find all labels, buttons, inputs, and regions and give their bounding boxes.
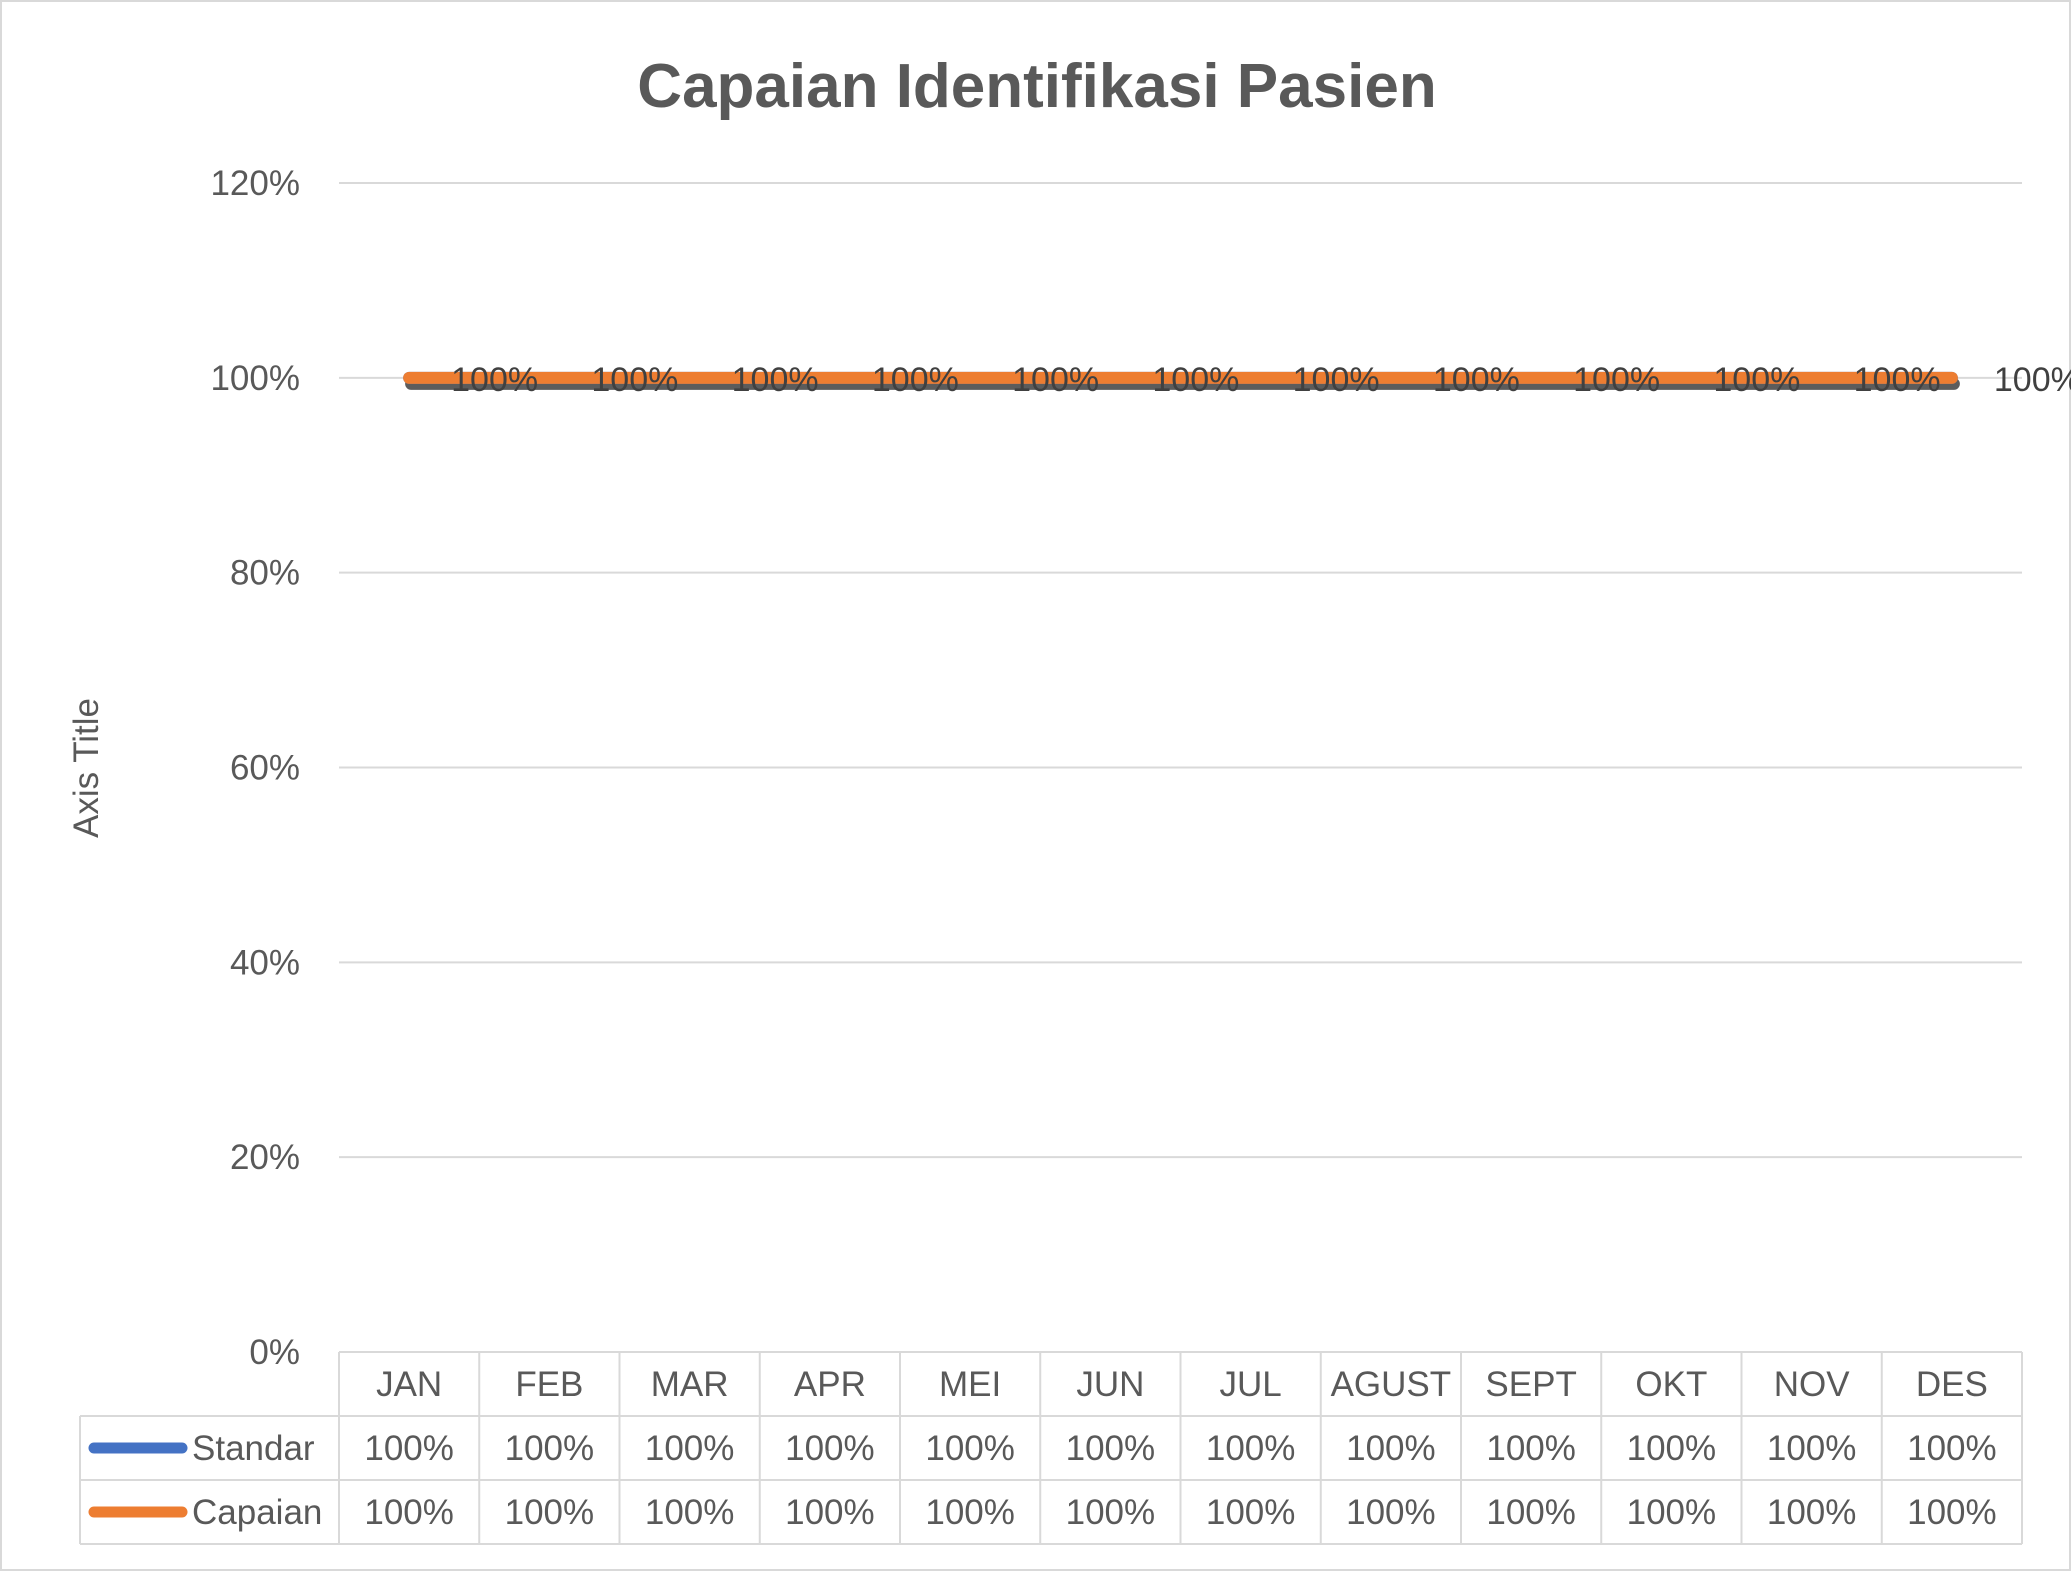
table-cell: 100% <box>925 1429 1015 1468</box>
legend-label-standar: Standar <box>192 1429 315 1468</box>
table-cell: 100% <box>1907 1429 1997 1468</box>
y-tick-label: 80% <box>230 554 300 593</box>
y-tick-label: 60% <box>230 749 300 788</box>
table-cell: 100% <box>364 1429 454 1468</box>
series-lines <box>403 371 1960 390</box>
y-axis-ticks: 0% 20% 40% 60% 80% 100% 120% <box>210 164 300 1372</box>
table-cell: 100% <box>1346 1429 1436 1468</box>
table-cell: 100% <box>785 1429 875 1468</box>
x-category-label: APR <box>794 1365 866 1404</box>
table-cell: 100% <box>1767 1429 1857 1468</box>
data-label: 100% <box>732 361 819 399</box>
y-tick-label: 120% <box>210 164 300 203</box>
gridlines <box>339 182 2022 1159</box>
y-tick-label: 20% <box>230 1138 300 1177</box>
data-label: 100% <box>1152 361 1239 399</box>
data-label: 100% <box>1433 361 1520 399</box>
table-cell: 100% <box>1486 1493 1576 1532</box>
table-cell: 100% <box>1346 1493 1436 1532</box>
x-category-label: SEPT <box>1485 1365 1576 1404</box>
x-category-label: DES <box>1916 1365 1988 1404</box>
table-cell: 100% <box>364 1493 454 1532</box>
y-axis-title: Axis Title <box>67 698 106 838</box>
table-cell: 100% <box>925 1493 1015 1532</box>
data-table: JAN FEB MAR APR MEI JUN JUL AGUST SEPT OKT NOV DES S… <box>79 1351 2023 1545</box>
data-label: 100% <box>1994 361 2071 399</box>
chart-title: Capaian Identifikasi Pasien <box>637 52 1436 121</box>
data-label: 100% <box>451 361 538 399</box>
table-cell: 100% <box>505 1493 595 1532</box>
x-category-label: FEB <box>515 1365 583 1404</box>
x-category-label: JUL <box>1220 1365 1282 1404</box>
data-label: 100% <box>1854 361 1941 399</box>
table-cell: 100% <box>645 1493 735 1532</box>
data-label: 100% <box>872 361 959 399</box>
x-category-label: NOV <box>1774 1365 1851 1404</box>
table-cell: 100% <box>1627 1493 1717 1532</box>
x-category-label: OKT <box>1635 1365 1707 1404</box>
x-category-label: JAN <box>376 1365 442 1404</box>
table-cell: 100% <box>1767 1493 1857 1532</box>
table-cell: 100% <box>1206 1493 1296 1532</box>
y-tick-label: 0% <box>249 1333 300 1372</box>
table-cell: 100% <box>1486 1429 1576 1468</box>
table-cell: 100% <box>1206 1429 1296 1468</box>
table-cell: 100% <box>1907 1493 1997 1532</box>
data-labels: 100% 100% 100% 100% 100% 100% 100% 100% 100% 100%… <box>451 361 2071 399</box>
x-category-label: JUN <box>1076 1365 1144 1404</box>
data-label: 100% <box>1293 361 1380 399</box>
y-tick-label: 40% <box>230 943 300 982</box>
x-category-label: AGUST <box>1331 1365 1452 1404</box>
x-category-label: MAR <box>651 1365 729 1404</box>
table-cell: 100% <box>1066 1493 1156 1532</box>
data-label: 100% <box>591 361 678 399</box>
data-label: 100% <box>1012 361 1099 399</box>
legend-label-capaian: Capaian <box>192 1493 322 1532</box>
x-category-label: MEI <box>939 1365 1001 1404</box>
table-cell: 100% <box>785 1493 875 1532</box>
table-cell: 100% <box>1066 1429 1156 1468</box>
table-cell: 100% <box>505 1429 595 1468</box>
data-label: 100% <box>1713 361 1800 399</box>
table-cell: 100% <box>1627 1429 1717 1468</box>
data-label: 100% <box>1573 361 1660 399</box>
table-cell: 100% <box>645 1429 735 1468</box>
y-tick-label: 100% <box>210 359 300 398</box>
